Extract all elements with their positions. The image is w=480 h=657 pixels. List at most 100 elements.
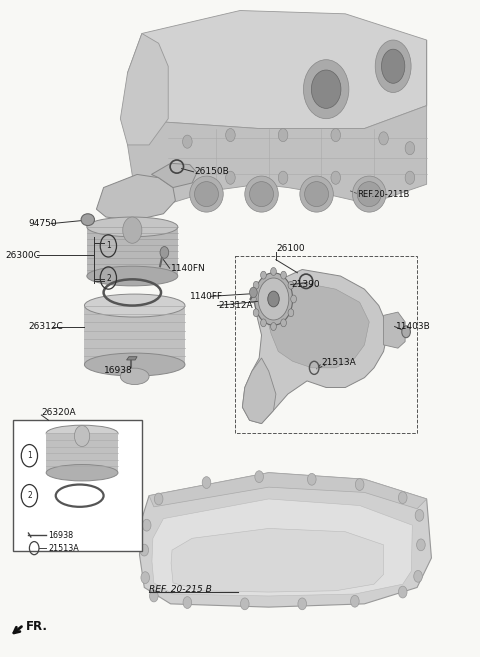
Bar: [84, 306, 185, 365]
Text: 2: 2: [27, 491, 32, 500]
Circle shape: [331, 129, 340, 142]
Circle shape: [183, 597, 192, 608]
Bar: [46, 434, 118, 473]
Ellipse shape: [303, 60, 349, 119]
Text: 26300C: 26300C: [5, 250, 40, 260]
Ellipse shape: [352, 176, 386, 212]
Circle shape: [226, 171, 235, 184]
Circle shape: [402, 326, 410, 338]
Circle shape: [251, 295, 256, 303]
Ellipse shape: [84, 353, 185, 376]
Circle shape: [281, 319, 287, 327]
Text: 1: 1: [106, 241, 111, 250]
Text: 26150B: 26150B: [194, 168, 229, 176]
Circle shape: [123, 217, 142, 243]
Ellipse shape: [81, 214, 95, 225]
Circle shape: [141, 572, 150, 583]
Circle shape: [288, 281, 294, 289]
Text: REF.20-211B: REF.20-211B: [357, 190, 409, 198]
Polygon shape: [96, 174, 175, 220]
Text: 11403B: 11403B: [396, 322, 430, 331]
Circle shape: [253, 281, 259, 289]
Polygon shape: [266, 283, 369, 368]
Ellipse shape: [300, 176, 333, 212]
Circle shape: [350, 595, 359, 607]
Text: 26320A: 26320A: [41, 408, 76, 417]
Polygon shape: [171, 528, 384, 592]
Ellipse shape: [357, 181, 381, 206]
Polygon shape: [242, 358, 276, 424]
Ellipse shape: [46, 425, 118, 442]
Text: REF. 20-215 B: REF. 20-215 B: [149, 585, 212, 594]
Text: 1140FF: 1140FF: [190, 292, 223, 301]
Circle shape: [226, 129, 235, 142]
Circle shape: [74, 426, 90, 447]
Bar: [87, 227, 178, 276]
Ellipse shape: [194, 181, 218, 206]
Circle shape: [278, 171, 288, 184]
Text: 94750: 94750: [28, 219, 57, 228]
Ellipse shape: [87, 266, 178, 286]
Polygon shape: [384, 312, 405, 348]
Text: 1: 1: [27, 451, 32, 460]
Circle shape: [261, 319, 266, 327]
Ellipse shape: [84, 294, 185, 317]
Text: 21312A: 21312A: [218, 301, 253, 310]
Text: 21390: 21390: [292, 280, 320, 289]
Circle shape: [291, 295, 297, 303]
Circle shape: [258, 278, 289, 320]
Circle shape: [308, 474, 316, 485]
Circle shape: [268, 291, 279, 307]
Ellipse shape: [46, 464, 118, 481]
Circle shape: [240, 598, 249, 610]
Polygon shape: [149, 473, 427, 509]
Circle shape: [143, 519, 151, 531]
Circle shape: [182, 135, 192, 148]
Bar: [12, 420, 142, 551]
Polygon shape: [128, 40, 427, 204]
Circle shape: [288, 309, 294, 317]
Circle shape: [405, 171, 415, 184]
Text: FR.: FR.: [25, 620, 48, 633]
Ellipse shape: [382, 49, 405, 83]
Circle shape: [271, 267, 276, 275]
Circle shape: [414, 570, 422, 582]
Circle shape: [140, 544, 149, 556]
Ellipse shape: [305, 181, 328, 206]
Polygon shape: [120, 34, 168, 145]
Ellipse shape: [250, 181, 274, 206]
Circle shape: [415, 509, 424, 521]
Ellipse shape: [87, 217, 178, 237]
Circle shape: [160, 246, 168, 258]
Circle shape: [254, 273, 293, 325]
Text: 21513A: 21513A: [322, 358, 356, 367]
Text: 2: 2: [106, 273, 111, 283]
Text: 26100: 26100: [276, 244, 304, 253]
Circle shape: [417, 539, 425, 551]
Circle shape: [253, 309, 259, 317]
Circle shape: [202, 477, 211, 488]
Circle shape: [355, 479, 364, 490]
Circle shape: [155, 493, 163, 505]
Ellipse shape: [120, 368, 149, 384]
Circle shape: [261, 271, 266, 279]
Bar: [235, 256, 417, 434]
Text: 16938: 16938: [48, 530, 74, 539]
Polygon shape: [140, 473, 432, 607]
Circle shape: [405, 142, 415, 155]
Ellipse shape: [245, 176, 278, 212]
Polygon shape: [242, 269, 388, 424]
Ellipse shape: [312, 70, 341, 108]
Circle shape: [178, 168, 187, 181]
Text: 1140FN: 1140FN: [170, 263, 205, 273]
Circle shape: [278, 129, 288, 142]
Ellipse shape: [375, 40, 411, 93]
Polygon shape: [127, 357, 137, 360]
Text: 16938: 16938: [104, 366, 132, 375]
Circle shape: [398, 586, 407, 598]
Polygon shape: [152, 164, 197, 187]
Bar: [120, 368, 149, 378]
Polygon shape: [152, 499, 412, 596]
Circle shape: [271, 323, 276, 330]
Circle shape: [281, 271, 287, 279]
